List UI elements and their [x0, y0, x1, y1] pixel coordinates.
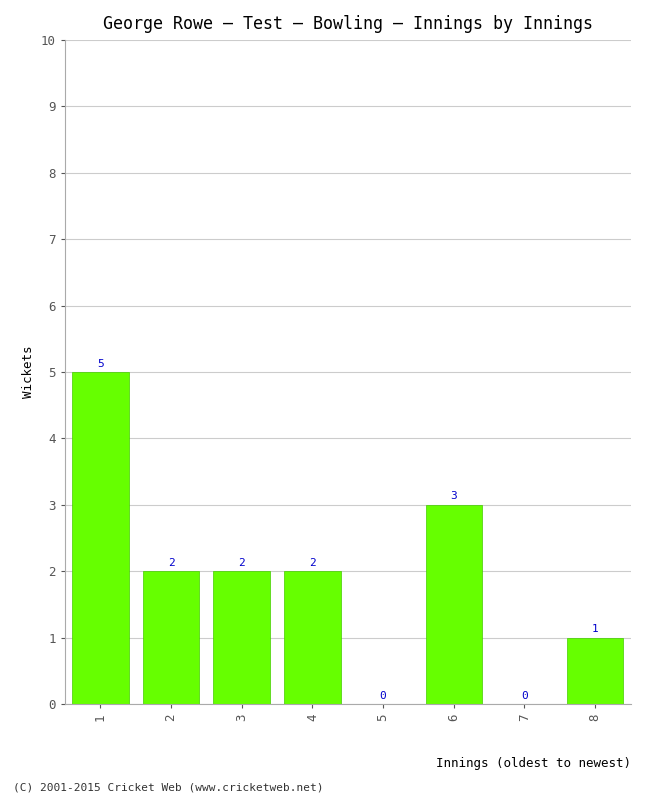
Bar [72, 372, 129, 704]
Text: 0: 0 [521, 690, 528, 701]
Text: (C) 2001-2015 Cricket Web (www.cricketweb.net): (C) 2001-2015 Cricket Web (www.cricketwe… [13, 782, 324, 792]
Text: 5: 5 [97, 358, 104, 369]
Bar [213, 571, 270, 704]
Text: 2: 2 [239, 558, 245, 568]
Bar [426, 505, 482, 704]
Bar [567, 638, 623, 704]
Text: 2: 2 [309, 558, 316, 568]
Text: 1: 1 [592, 624, 599, 634]
Text: 0: 0 [380, 690, 387, 701]
Text: 2: 2 [168, 558, 174, 568]
Text: 3: 3 [450, 491, 457, 502]
Title: George Rowe – Test – Bowling – Innings by Innings: George Rowe – Test – Bowling – Innings b… [103, 15, 593, 33]
Bar [143, 571, 200, 704]
Bar [284, 571, 341, 704]
Text: Innings (oldest to newest): Innings (oldest to newest) [436, 757, 630, 770]
Y-axis label: Wickets: Wickets [22, 346, 35, 398]
